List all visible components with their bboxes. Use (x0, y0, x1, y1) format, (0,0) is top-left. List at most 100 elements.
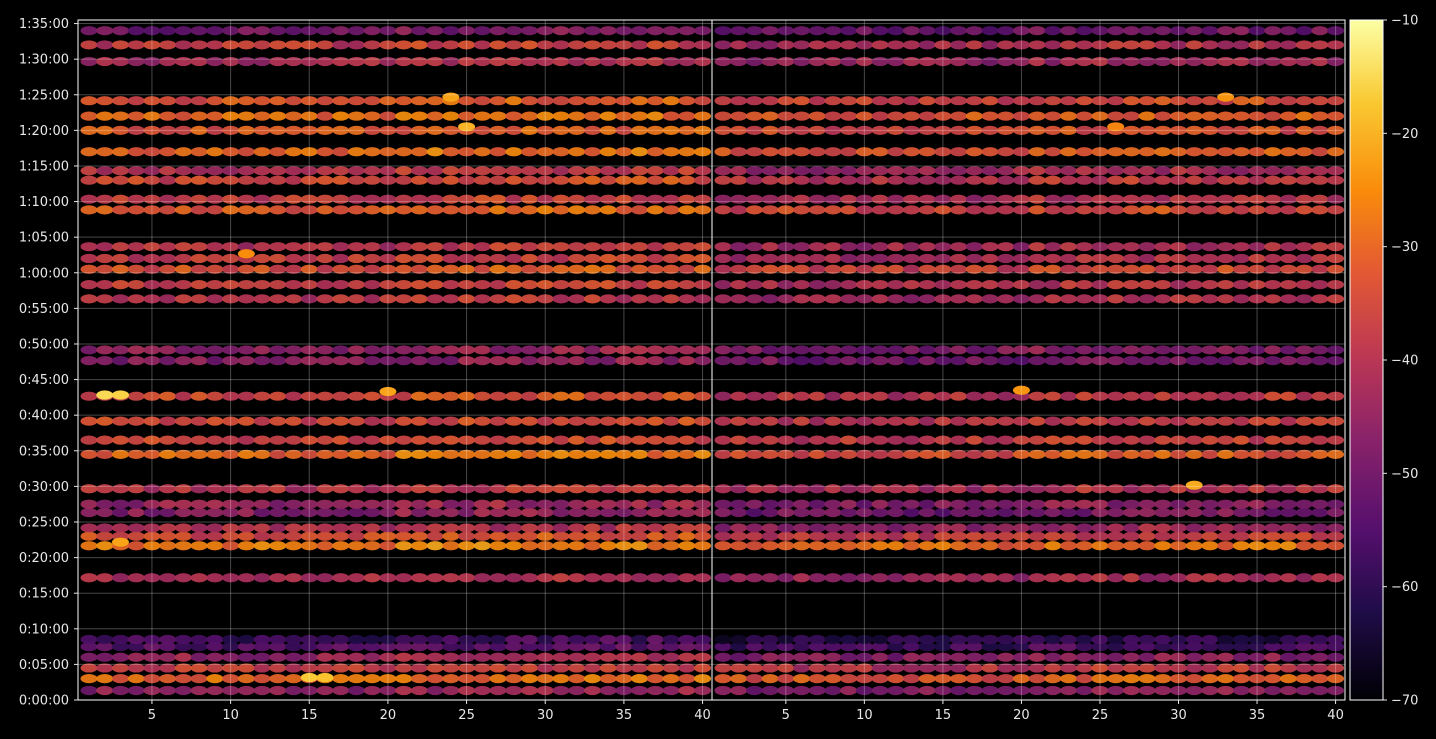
heat-cell (631, 435, 649, 445)
heat-cell (745, 96, 763, 106)
y-tick-label: 1:30:00 (19, 53, 69, 68)
heat-cell (694, 205, 712, 215)
heat-cell (222, 147, 240, 157)
heat-cell (1327, 345, 1345, 355)
heat-cell (1122, 194, 1140, 204)
heat-cell (1107, 355, 1125, 366)
heat-cell (1154, 26, 1172, 36)
heat-cell (174, 205, 192, 215)
heat-cell (824, 253, 842, 264)
heat-cell (1028, 541, 1046, 551)
heat-cell (583, 26, 601, 36)
heat-cell (316, 205, 334, 215)
heat-cell (410, 205, 428, 215)
heat-cell (631, 634, 649, 645)
heat-cell (1170, 435, 1188, 445)
heat-cell (159, 435, 177, 445)
heat-cell (174, 523, 192, 533)
heat-cell (583, 40, 601, 50)
heat-cell (1122, 484, 1140, 494)
heat-cell (631, 449, 649, 459)
heat-cell (997, 541, 1015, 551)
heat-cell (1279, 56, 1297, 67)
heat-cell (583, 56, 601, 67)
heat-cell (918, 685, 936, 696)
heat-cell (777, 449, 795, 459)
heat-cell (997, 641, 1015, 652)
heat-cell (855, 345, 873, 355)
heat-cell (1201, 294, 1219, 304)
heat-cell (730, 416, 748, 426)
heat-cell (1122, 253, 1140, 264)
heat-cell (1264, 641, 1282, 652)
heat-cell (1138, 147, 1156, 157)
heat-cell (934, 242, 952, 252)
heat-cell (662, 541, 680, 551)
heat-cell (505, 40, 523, 50)
heat-cell (1044, 355, 1062, 366)
heat-cell (489, 242, 507, 252)
heat-cell (1044, 541, 1062, 551)
heat-cell (442, 484, 460, 494)
heat-cell (678, 685, 696, 696)
heat-cell (761, 253, 779, 264)
heat-cell (981, 111, 999, 121)
heat-cell (761, 507, 779, 518)
heat-cell (887, 523, 905, 533)
heat-cell (442, 663, 460, 673)
heat-cell (824, 674, 842, 684)
heat-cell (902, 111, 920, 121)
heat-cell (1060, 26, 1078, 36)
heat-cell (761, 147, 779, 157)
heat-cell (887, 391, 905, 401)
heat-cell (1311, 294, 1329, 304)
heat-cell (1122, 355, 1140, 366)
heat-cell (997, 242, 1015, 252)
heat-cell (363, 355, 381, 366)
heat-cell (1107, 253, 1125, 264)
heat-cell (1170, 253, 1188, 264)
heat-cell (253, 345, 271, 355)
heat-cell (793, 484, 811, 494)
heat-cell (332, 663, 350, 673)
heat-cell (599, 573, 617, 583)
heat-cell (761, 484, 779, 494)
heat-cell (1232, 175, 1250, 185)
heat-cell (80, 435, 98, 445)
heat-cell (1075, 507, 1093, 518)
heat-cell (1201, 264, 1219, 274)
heat-cell (143, 449, 161, 459)
heat-cell (714, 391, 732, 401)
heat-cell (1295, 355, 1313, 366)
heat-cell (1122, 175, 1140, 185)
heat-cell (1327, 449, 1345, 459)
heat-cell (190, 205, 208, 215)
heat-cell (96, 96, 114, 106)
heat-cell-hotspot (1107, 122, 1125, 132)
heat-cell (347, 634, 365, 645)
heat-cell (127, 634, 145, 645)
heat-cell (694, 125, 712, 135)
heat-cell (568, 253, 586, 264)
heat-cell (1295, 507, 1313, 518)
heat-cell (96, 125, 114, 135)
heat-cell (395, 40, 413, 50)
heat-cell (111, 573, 129, 583)
heat-cell (777, 541, 795, 551)
heat-cell (714, 541, 732, 551)
heat-cell (871, 416, 889, 426)
x-tick-label: 25 (1092, 708, 1109, 723)
heat-cell (363, 175, 381, 185)
heat-cell (1279, 499, 1297, 509)
heat-cell (730, 663, 748, 673)
heat-cell (379, 96, 397, 106)
heat-cell (332, 96, 350, 106)
heat-cell (237, 484, 255, 494)
heat-cell (1122, 280, 1140, 290)
heat-cell (395, 484, 413, 494)
heat-cell (646, 242, 664, 252)
heat-cell (332, 125, 350, 135)
heat-cell (1201, 56, 1219, 67)
heat-cell (1311, 205, 1329, 215)
heat-cell (80, 111, 98, 121)
